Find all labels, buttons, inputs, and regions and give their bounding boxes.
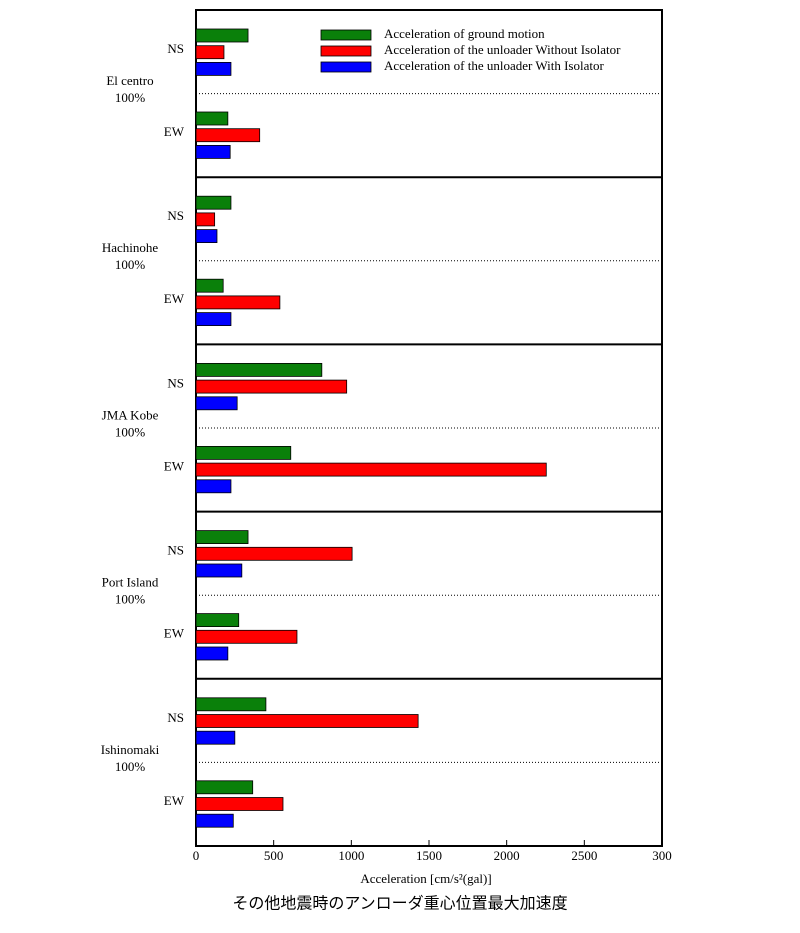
group-sublabel: 100% <box>115 424 146 439</box>
y-tick-label: EW <box>164 458 185 473</box>
bar <box>195 229 218 244</box>
bar <box>195 379 348 394</box>
y-tick-label: NS <box>167 208 184 223</box>
legend-swatch <box>320 29 372 41</box>
bar <box>195 111 229 126</box>
bar <box>195 45 225 60</box>
bar <box>195 730 236 745</box>
group-sublabel: 100% <box>115 257 146 272</box>
legend-label: Acceleration of the unloader With Isolat… <box>384 58 604 73</box>
bar <box>195 28 249 43</box>
x-tick-label: 500 <box>264 848 284 863</box>
group-sublabel: 100% <box>115 592 146 607</box>
bar <box>195 362 323 377</box>
bar <box>195 646 229 661</box>
bar <box>195 780 254 795</box>
bar <box>195 613 240 627</box>
bar <box>195 462 547 477</box>
y-tick-label: EW <box>164 124 185 139</box>
x-axis-label: Acceleration [cm/s²(gal)] <box>360 871 491 886</box>
y-tick-label: NS <box>167 710 184 725</box>
group-label: JMA Kobe <box>102 407 159 422</box>
bar <box>195 629 298 644</box>
group-label: Hachinohe <box>102 240 159 255</box>
legend-label: Acceleration of ground motion <box>384 26 545 41</box>
bar <box>195 530 249 544</box>
x-tick-label: 1500 <box>416 848 442 863</box>
bar <box>195 797 284 811</box>
bar <box>195 479 232 494</box>
bar <box>195 295 281 310</box>
bar <box>195 697 267 712</box>
bar <box>195 396 238 411</box>
bar <box>195 195 232 210</box>
bar <box>195 312 232 327</box>
group-label: Port Island <box>102 575 159 590</box>
bar <box>195 128 261 143</box>
caption: その他地震時のアンローダ重心位置最大加速度 <box>232 894 567 913</box>
x-tick-label: 2000 <box>494 848 520 863</box>
y-tick-label: NS <box>167 543 184 558</box>
y-tick-label: EW <box>164 793 185 808</box>
y-tick-label: NS <box>167 375 184 390</box>
bar <box>195 144 231 159</box>
group-sublabel: 100% <box>115 759 146 774</box>
x-tick-label: 1000 <box>338 848 364 863</box>
bar <box>195 546 353 561</box>
bar <box>195 563 243 578</box>
x-tick-label: 300 <box>652 848 672 863</box>
x-tick-label: 2500 <box>571 848 597 863</box>
x-tick-label: 0 <box>193 848 200 863</box>
bar <box>195 278 224 293</box>
bar <box>195 62 232 76</box>
group-sublabel: 100% <box>115 90 146 105</box>
y-tick-label: EW <box>164 626 185 641</box>
bar <box>195 813 234 828</box>
bar <box>195 212 216 227</box>
bar <box>195 714 419 728</box>
y-tick-label: NS <box>167 41 184 56</box>
legend-swatch <box>320 61 372 73</box>
legend-swatch <box>320 45 372 57</box>
group-label: Ishinomaki <box>101 742 160 757</box>
group-label: El centro <box>106 73 153 88</box>
y-tick-label: EW <box>164 291 185 306</box>
bar <box>195 445 292 460</box>
legend-label: Acceleration of the unloader Without Iso… <box>384 42 621 57</box>
